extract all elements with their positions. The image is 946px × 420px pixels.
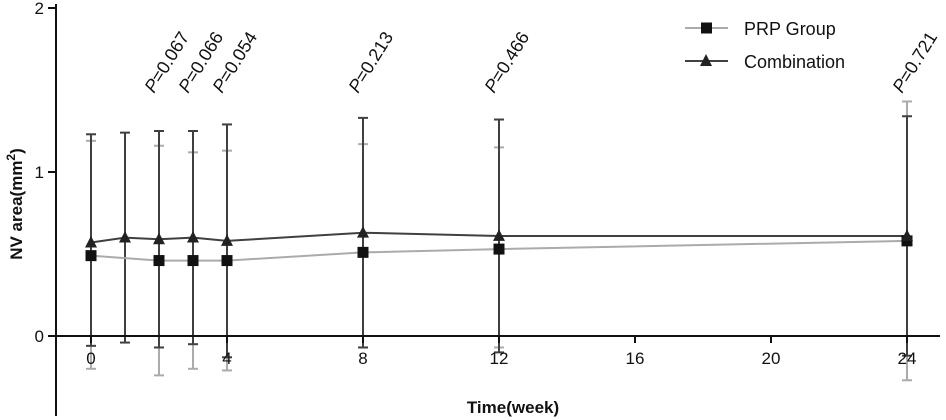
data-point-square (493, 243, 505, 255)
p-value-annotation: P=0.466 (480, 28, 533, 96)
data-point-square (357, 246, 369, 258)
y-axis-title: NV area(mm2) (4, 148, 26, 260)
legend-entry-prp-group: PRP Group (685, 19, 836, 39)
x-tick-label: 16 (626, 349, 645, 368)
data-point-triangle (901, 229, 913, 241)
legend-label-combination: Combination (744, 52, 845, 72)
data-point-triangle (85, 235, 97, 248)
data-point-triangle (357, 226, 369, 238)
x-tick-label: 20 (762, 349, 781, 368)
x-tick-label: 8 (358, 349, 367, 368)
x-tick-label: 12 (490, 349, 509, 368)
data-point-square (221, 255, 233, 267)
x-axis-title: Time(week) (467, 398, 559, 417)
legend-label-prp-group: PRP Group (744, 19, 836, 39)
y-axis-title-superscript: 2 (4, 154, 18, 161)
data-point-square (187, 255, 199, 267)
p-value-text: =0.213 (351, 28, 397, 86)
p-value-annotation: P=0.213 (344, 28, 397, 96)
data-point-triangle (221, 234, 233, 246)
legend-marker-square (701, 22, 712, 34)
y-tick-label: 2 (35, 0, 44, 18)
y-tick-label: 1 (35, 163, 44, 182)
y-axis-title-main: NV area(mm (7, 161, 26, 260)
legend-marker-triangle (700, 54, 712, 66)
x-tick-label: 24 (898, 349, 917, 368)
series-line-combination (90, 231, 907, 244)
y-axis-title-close: ) (7, 148, 26, 154)
data-point-triangle (493, 229, 505, 241)
x-tick-label: 4 (222, 349, 231, 368)
legend: PRP Group Combination (685, 19, 845, 72)
p-value-annotation: P=0.721 (888, 28, 941, 96)
data-point-triangle (153, 232, 165, 245)
p-value-text: =0.466 (487, 28, 533, 86)
data-point-triangle (119, 231, 131, 243)
p-value-text: =0.721 (895, 28, 941, 86)
data-point-square (85, 250, 97, 262)
x-tick-label: 0 (86, 349, 95, 368)
legend-entry-combination: Combination (685, 52, 845, 72)
data-point-triangle (187, 231, 199, 243)
data-point-square (153, 255, 165, 267)
y-tick-label: 0 (35, 327, 44, 346)
